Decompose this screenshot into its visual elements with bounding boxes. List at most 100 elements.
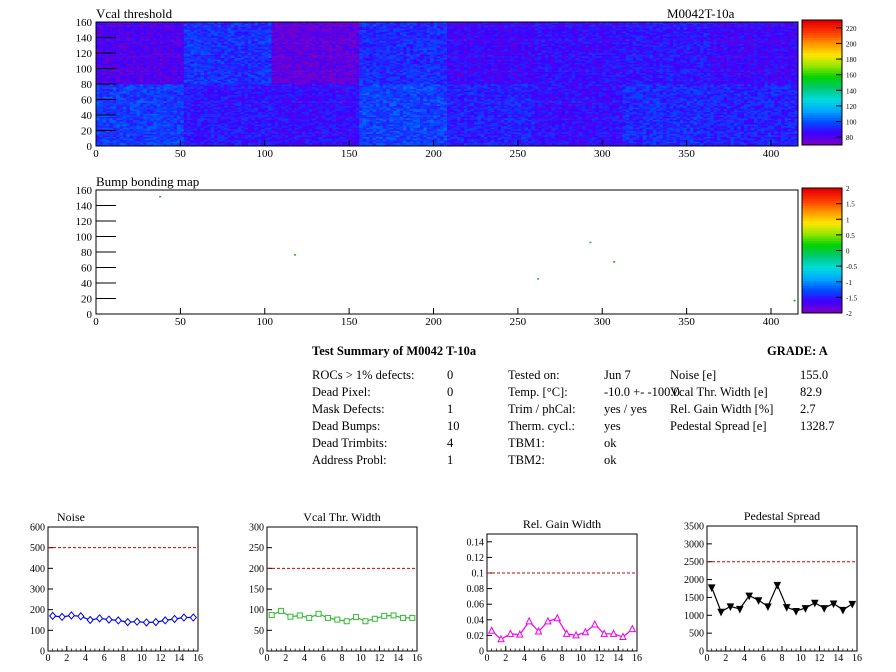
vcal-cell [251, 135, 255, 137]
vcal-cell [241, 144, 245, 147]
vcal-cell [298, 135, 303, 137]
vcal-cell [386, 138, 390, 141]
vcal-cell [399, 142, 404, 145]
vcal-cell [268, 144, 272, 147]
vcal-cell [406, 139, 411, 142]
vcal-cell [706, 141, 711, 144]
vcal-cell [659, 139, 664, 142]
vcal-cell [187, 144, 191, 147]
vcal-cell [622, 139, 627, 142]
vcal-cell [578, 138, 583, 141]
vcal-cell [146, 144, 151, 147]
vcal-cell [733, 142, 738, 145]
vcal-cell [764, 139, 768, 142]
vcal-cell [443, 141, 448, 144]
vcal-cell [366, 136, 370, 139]
vcal-cell [170, 136, 174, 139]
vcal-cell [595, 142, 600, 145]
vcal-cell [585, 135, 590, 137]
vcal-cell [328, 141, 333, 144]
vcal-cell [673, 142, 677, 145]
vcal-cell [561, 136, 566, 139]
vcal-cell [555, 139, 559, 142]
vcal-cell [568, 142, 573, 145]
vcal-cell [474, 141, 478, 144]
vcal-cell [342, 141, 347, 144]
vcal-cell [369, 144, 374, 147]
vcal-cell [602, 144, 606, 147]
vcal-cell [345, 139, 350, 142]
vcal-cell [477, 142, 482, 145]
vcal-cell [666, 141, 671, 144]
vcal-cell [683, 142, 687, 145]
vcal-cell [231, 141, 235, 144]
vcal-cell [757, 144, 762, 147]
vcal-cell [717, 144, 721, 147]
vcal-cell [359, 136, 363, 139]
vcal-cell [325, 144, 330, 147]
vcal-cell [102, 136, 107, 139]
vcal-cell [649, 139, 654, 142]
vcal-cell [615, 138, 620, 141]
vcal-cell [420, 141, 424, 144]
vcal-cell [349, 141, 353, 144]
vcal-cell [328, 138, 333, 141]
vcal-cell [234, 142, 239, 145]
vcal-cell [305, 144, 309, 147]
vcal-cell [129, 142, 134, 145]
vcal-cell [484, 135, 488, 137]
vcal-cell [295, 138, 299, 141]
vcal-cell [335, 136, 340, 139]
vcal-cell [561, 139, 566, 142]
vcal-cell [271, 144, 276, 147]
vcal-cell [443, 135, 448, 137]
vcal-cell [625, 144, 630, 147]
vcal-cell [170, 138, 174, 141]
vcal-cell [646, 136, 650, 139]
vcal-cell [447, 144, 451, 147]
vcal-cell [548, 141, 552, 144]
vcal-cell [720, 135, 725, 137]
vcal-cell [352, 139, 357, 142]
vcal-cell [595, 135, 600, 137]
vcal-cell [632, 141, 637, 144]
vcal-cell [139, 141, 144, 144]
vcal-cell [571, 142, 576, 145]
vcal-cell [585, 144, 590, 147]
vcal-cell [416, 135, 421, 137]
vcal-cell [568, 138, 573, 141]
vcal-cell [339, 142, 343, 145]
vcal-cell [747, 138, 752, 141]
vcal-cell [683, 136, 687, 139]
vcal-cell [372, 144, 377, 147]
vcal-cell [126, 142, 131, 145]
vcal-cell [690, 144, 694, 147]
vcal-cell [234, 136, 239, 139]
vcal-cell [727, 142, 731, 145]
vcal-cell [592, 142, 596, 145]
vcal-cell [619, 139, 623, 142]
vcal-cell [315, 138, 320, 141]
vcal-cell [156, 135, 161, 137]
vcal-cell [193, 142, 198, 145]
vcal-cell [750, 142, 755, 145]
vcal-cell [757, 136, 762, 139]
vcal-cell [241, 136, 245, 139]
vcal-cell [703, 135, 708, 137]
vcal-cell [322, 141, 326, 144]
vcal-cell [153, 144, 158, 147]
vcal-cell [183, 136, 188, 139]
vcal-cell [544, 139, 549, 142]
vcal-cell [774, 144, 779, 147]
vcal-cell [285, 142, 289, 145]
vcal-cell [433, 136, 438, 139]
vcal-cell [426, 142, 431, 145]
vcal-cell [227, 141, 232, 144]
vcal-cell [170, 144, 174, 147]
vcal-cell [426, 138, 431, 141]
vcal-cell [544, 138, 549, 141]
vcal-cell [254, 141, 259, 144]
vcal-cell [767, 141, 772, 144]
vcal-cell [561, 142, 566, 145]
vcal-cell [649, 135, 654, 137]
